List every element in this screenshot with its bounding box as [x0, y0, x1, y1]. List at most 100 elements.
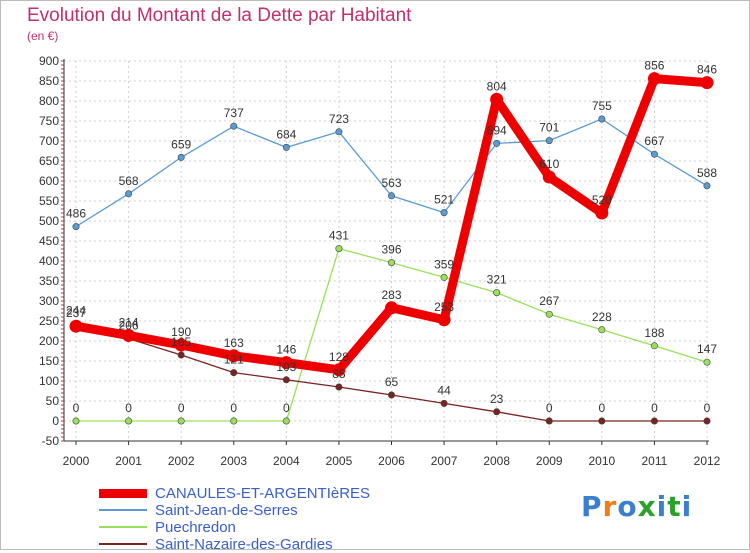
data-label-saint-jean-de-serres: 694 [487, 123, 507, 137]
data-label-canaules-et-argentie-res: 283 [381, 288, 401, 302]
data-point-saint-jean-de-serres [72, 223, 80, 231]
data-label-saint-jean-de-serres: 684 [276, 127, 296, 141]
y-tick-label: 50 [46, 394, 60, 408]
y-tick-label: -50 [42, 434, 60, 448]
data-label-puechredon: 228 [592, 310, 612, 324]
data-point-saint-jean-de-serres [282, 143, 290, 151]
data-point-saint-nazaire-des-gardies [335, 383, 343, 391]
data-label-saint-jean-de-serres: 521 [434, 193, 454, 207]
data-point-puechredon [177, 417, 185, 425]
data-point-canaules-et-argentie-res [174, 338, 188, 352]
legend-swatch [99, 488, 147, 498]
data-label-canaules-et-argentie-res: 610 [539, 157, 559, 171]
data-point-canaules-et-argentie-res [69, 319, 83, 333]
series-saint-jean-de-serres [72, 115, 711, 231]
data-point-canaules-et-argentie-res [647, 72, 661, 86]
data-point-saint-nazaire-des-gardies [282, 376, 290, 384]
series-puechredon [72, 245, 711, 425]
data-point-puechredon [703, 358, 711, 366]
data-point-canaules-et-argentie-res [122, 328, 136, 342]
data-point-saint-nazaire-des-gardies [493, 408, 501, 416]
data-label-saint-nazaire-des-gardies: 0 [598, 401, 605, 415]
data-label-canaules-et-argentie-res: 146 [276, 343, 296, 357]
data-point-canaules-et-argentie-res [700, 76, 714, 90]
data-label-saint-jean-de-serres: 568 [119, 174, 139, 188]
data-label-saint-nazaire-des-gardies: 206 [119, 319, 139, 333]
data-point-saint-jean-de-serres [387, 192, 395, 200]
data-point-puechredon [125, 417, 133, 425]
data-label-saint-nazaire-des-gardies: 244 [66, 303, 86, 317]
data-label-canaules-et-argentie-res: 846 [697, 63, 717, 77]
data-label-saint-jean-de-serres: 659 [171, 137, 191, 151]
logo-letter: P [581, 490, 603, 523]
x-tick-label: 2011 [642, 454, 668, 468]
y-tick-label: 350 [39, 274, 59, 288]
y-tick-label: 850 [39, 74, 59, 88]
data-point-saint-jean-de-serres [703, 182, 711, 190]
data-label-saint-jean-de-serres: 701 [539, 121, 559, 135]
data-label-saint-nazaire-des-gardies: 85 [332, 367, 346, 381]
legend-label: Saint-Jean-de-Serres [155, 502, 298, 519]
data-point-puechredon [650, 342, 658, 350]
data-point-canaules-et-argentie-res [385, 301, 398, 315]
x-tick-label: 2007 [431, 454, 458, 468]
y-tick-label: 300 [39, 294, 59, 308]
logo-letter: x [637, 490, 657, 523]
y-tick-label: 600 [39, 174, 59, 188]
data-label-saint-nazaire-des-gardies: 165 [171, 335, 191, 349]
data-label-puechredon: 0 [125, 401, 132, 415]
x-tick-label: 2005 [326, 454, 353, 468]
data-label-canaules-et-argentie-res: 128 [329, 350, 349, 364]
data-point-saint-nazaire-des-gardies [177, 351, 185, 359]
data-label-canaules-et-argentie-res: 856 [644, 59, 664, 73]
y-tick-label: 150 [39, 354, 59, 368]
legend-label: CANAULES-ET-ARGENTIèRES [155, 485, 371, 502]
data-point-canaules-et-argentie-res [490, 92, 504, 106]
x-tick-label: 2003 [220, 454, 247, 468]
y-tick-label: 0 [52, 414, 59, 428]
data-point-canaules-et-argentie-res [437, 313, 451, 327]
logo-letter: i [656, 490, 668, 523]
logo-letter: t [667, 490, 682, 523]
data-label-saint-jean-de-serres: 755 [592, 99, 612, 113]
data-point-canaules-et-argentie-res [595, 206, 609, 220]
data-point-saint-nazaire-des-gardies [230, 369, 238, 377]
data-point-saint-nazaire-des-gardies [440, 399, 448, 407]
data-label-puechredon: 188 [644, 326, 664, 340]
data-point-saint-jean-de-serres [177, 153, 185, 161]
data-label-canaules-et-argentie-res: 237 [66, 306, 86, 320]
data-point-puechredon [230, 417, 238, 425]
x-tick-label: 2008 [483, 454, 510, 468]
data-label-puechredon: 359 [434, 257, 454, 271]
y-tick-label: 100 [39, 374, 59, 388]
data-point-saint-jean-de-serres [650, 150, 658, 158]
data-label-saint-jean-de-serres: 737 [224, 106, 244, 120]
data-label-saint-jean-de-serres: 588 [697, 166, 717, 180]
data-point-canaules-et-argentie-res [279, 356, 293, 370]
data-label-canaules-et-argentie-res: 163 [224, 336, 244, 350]
data-label-saint-nazaire-des-gardies: 0 [651, 401, 658, 415]
x-tick-label: 2004 [273, 454, 300, 468]
data-label-saint-jean-de-serres: 563 [381, 176, 401, 190]
data-label-puechredon: 147 [697, 342, 717, 356]
data-label-puechredon: 0 [230, 401, 237, 415]
y-tick-label: 800 [39, 94, 59, 108]
legend-swatch [99, 543, 147, 545]
data-label-canaules-et-argentie-res: 520 [592, 193, 612, 207]
data-point-saint-nazaire-des-gardies [545, 417, 553, 425]
y-tick-label: 450 [39, 234, 59, 248]
y-tick-label: 400 [39, 254, 59, 268]
y-tick-label: 650 [39, 154, 59, 168]
data-point-puechredon [493, 289, 501, 297]
x-tick-label: 2010 [588, 454, 615, 468]
data-point-saint-jean-de-serres [598, 115, 606, 123]
y-tick-label: 250 [39, 314, 59, 328]
data-label-saint-jean-de-serres: 667 [644, 134, 664, 148]
data-label-saint-jean-de-serres: 723 [329, 112, 349, 126]
data-label-saint-nazaire-des-gardies: 0 [704, 401, 711, 415]
legend-swatch [99, 509, 147, 511]
data-label-puechredon: 0 [178, 401, 185, 415]
y-tick-label: 750 [39, 114, 59, 128]
